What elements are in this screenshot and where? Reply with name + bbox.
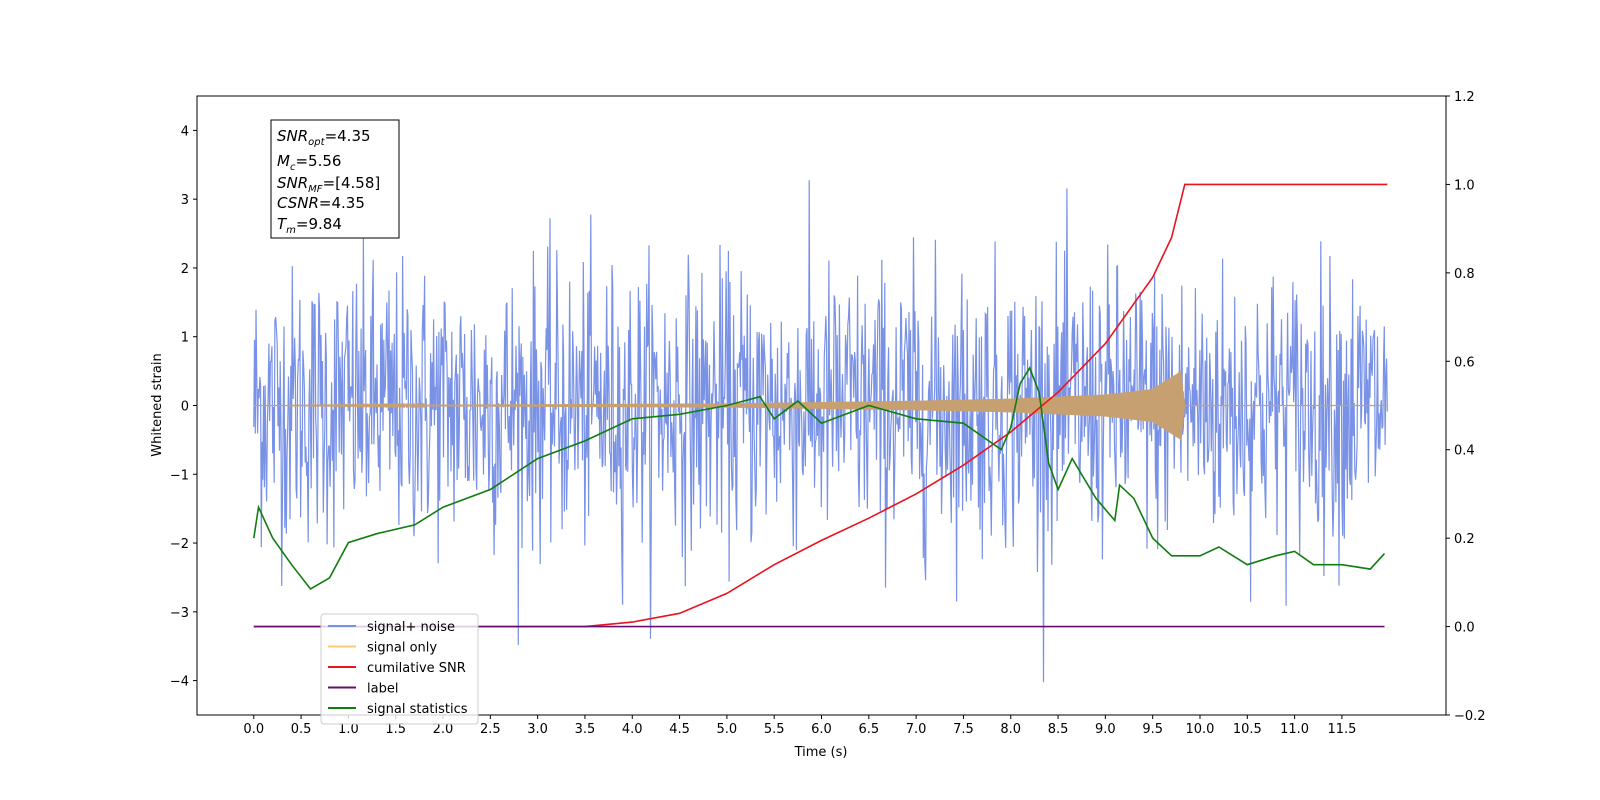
y-tick-label: 1 xyxy=(181,331,189,346)
legend-box xyxy=(320,613,479,725)
y2-tick-label: 0.2 xyxy=(1454,532,1475,547)
annotation-tm: Tm=9.84 xyxy=(277,215,342,236)
legend-label: cumilative SNR xyxy=(367,661,466,676)
x-tick-label: 6.0 xyxy=(811,722,832,737)
x-tick-label: 3.5 xyxy=(575,722,596,737)
x-tick-label: 2.0 xyxy=(433,722,454,737)
x-tick-label: 9.5 xyxy=(1142,722,1163,737)
x-tick-label: 9.0 xyxy=(1095,722,1116,737)
y2-tick-label: 1.0 xyxy=(1454,178,1475,193)
y-tick-label: −4 xyxy=(170,675,189,690)
x-tick-label: 1.0 xyxy=(338,722,359,737)
x-tick-label: 10.0 xyxy=(1186,722,1215,737)
x-tick-label: 8.0 xyxy=(1000,722,1021,737)
x-tick-label: 0.5 xyxy=(291,722,312,737)
x-tick-label: 10.5 xyxy=(1233,722,1262,737)
annotation-box: SNRopt=4.35 Mc=5.56 SNRMF=[4.58] CSNR=4.… xyxy=(270,119,400,239)
x-tick-label: 11.5 xyxy=(1327,722,1356,737)
y-tick-label: −2 xyxy=(170,537,189,552)
axes: 0.0 0.5 1.0 1.5 2.0 2.5 3.0 3.5 4.0 4.5 5.0 5.5 6.0 6… xyxy=(170,90,1486,737)
y2-tick-label: 0.8 xyxy=(1454,267,1475,282)
y-tick-label: 0 xyxy=(181,400,189,415)
annotation-mc: Mc=5.56 xyxy=(277,152,341,173)
series-signal-only-line xyxy=(253,371,1388,440)
x-tick-label: 5.5 xyxy=(764,722,785,737)
x-tick-label: 11.0 xyxy=(1280,722,1309,737)
annotation-csnr: CSNR=4.35 xyxy=(277,194,365,212)
y-tick-label: 3 xyxy=(181,193,189,208)
annotation-snr-mf: SNRMF=[4.58] xyxy=(277,174,380,195)
y-tick-label: −1 xyxy=(170,468,189,483)
y2-tick-label: −0.2 xyxy=(1454,709,1486,724)
x-tick-label: 0.0 xyxy=(243,722,264,737)
y-axis-label: Whitened strain xyxy=(150,353,165,456)
legend-label: signal statistics xyxy=(367,702,468,717)
x-tick-label: 3.0 xyxy=(527,722,548,737)
x-tick-label: 5.0 xyxy=(717,722,738,737)
legend-label: signal only xyxy=(367,641,437,656)
series-signal-noise-line xyxy=(253,180,1388,683)
x-tick-label: 7.0 xyxy=(906,722,927,737)
legend-label: label xyxy=(367,682,398,697)
plot-area xyxy=(253,180,1388,683)
y-tick-label: −3 xyxy=(170,606,189,621)
x-tick-label: 8.5 xyxy=(1048,722,1069,737)
y-tick-label: 4 xyxy=(181,124,189,139)
x-tick-label: 4.0 xyxy=(622,722,643,737)
x-tick-label: 1.5 xyxy=(385,722,406,737)
y2-tick-label: 0.0 xyxy=(1454,621,1475,636)
series-signal-statistics-line xyxy=(253,366,1386,591)
x-tick-label: 6.5 xyxy=(858,722,879,737)
legend-label: signal+ noise xyxy=(367,620,455,635)
y2-tick-label: 0.4 xyxy=(1454,444,1475,459)
annotation-snr-opt: SNRopt=4.35 xyxy=(277,127,371,148)
y-tick-label: 2 xyxy=(181,262,189,277)
series-cumulative-snr-line xyxy=(253,183,1388,628)
legend: signal+ noise signal only cumilative SNR la… xyxy=(320,613,479,725)
x-tick-label: 2.5 xyxy=(480,722,501,737)
y2-tick-label: 0.6 xyxy=(1454,355,1475,370)
x-tick-label: 4.5 xyxy=(669,722,690,737)
x-axis-label: Time (s) xyxy=(794,745,848,760)
x-tick-label: 7.5 xyxy=(953,722,974,737)
y2-tick-label: 1.2 xyxy=(1454,90,1475,105)
